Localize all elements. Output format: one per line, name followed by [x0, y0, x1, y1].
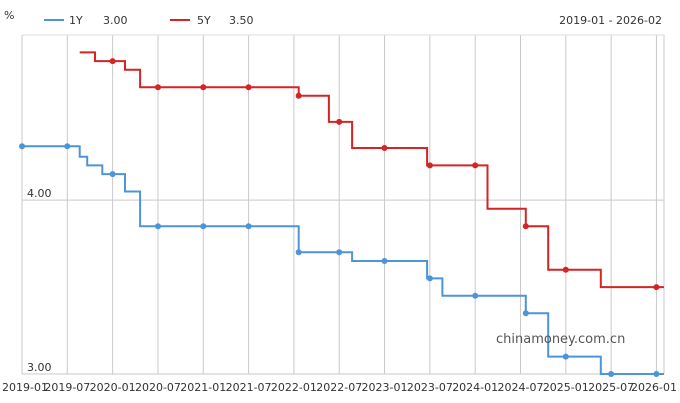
series-point-5y[interactable]: [200, 84, 207, 91]
series-point-5y[interactable]: [155, 84, 161, 91]
series-markers: [19, 58, 660, 377]
x-tick-label: 2022-01: [271, 381, 317, 394]
series-point-5y[interactable]: [653, 284, 660, 291]
x-tick-label: 2024-07: [498, 381, 544, 394]
x-tick-label: 2021-01: [180, 381, 226, 394]
series-lines: [22, 51, 664, 375]
legend-1y-name: 1Y: [69, 14, 83, 27]
series-line-5y: [79, 51, 664, 289]
x-tick-label: 2020-07: [135, 381, 181, 394]
legend-5y-name: 5Y: [197, 14, 211, 27]
series-point-1y[interactable]: [19, 143, 25, 150]
series-point-1y[interactable]: [155, 223, 161, 230]
x-tick-label: 2022-07: [316, 381, 362, 394]
series-point-5y[interactable]: [522, 223, 529, 230]
legend-1y-value: 3.00: [103, 14, 128, 27]
legend-5y-value: 3.50: [229, 14, 254, 27]
series-point-1y[interactable]: [109, 171, 116, 178]
series-point-5y[interactable]: [245, 84, 252, 91]
x-tick-label: 2023-01: [362, 381, 408, 394]
legend[interactable]: 1Y 3.00 5Y 3.50: [44, 14, 254, 27]
x-tick-label: 2024-01: [452, 381, 498, 394]
series-point-1y[interactable]: [295, 249, 302, 256]
series-point-1y[interactable]: [336, 249, 343, 256]
series-point-5y[interactable]: [562, 266, 569, 273]
series-point-1y[interactable]: [200, 223, 207, 230]
series-point-1y[interactable]: [426, 275, 433, 282]
series-point-1y[interactable]: [522, 310, 529, 317]
series-point-5y[interactable]: [336, 118, 343, 125]
x-tick-label: 2025-01: [543, 381, 589, 394]
series-point-1y[interactable]: [562, 353, 569, 360]
series-point-1y[interactable]: [245, 223, 252, 230]
series-point-1y[interactable]: [653, 371, 660, 377]
x-tick-label: 2025-07: [588, 381, 634, 394]
series-point-5y[interactable]: [472, 162, 479, 169]
series-point-1y[interactable]: [64, 143, 71, 150]
series-point-5y[interactable]: [295, 92, 302, 99]
series-point-5y[interactable]: [109, 58, 116, 65]
watermark: chinamoney.com.cn: [496, 332, 625, 347]
y-unit-label: %: [4, 9, 14, 22]
x-tick-label: 2026-01: [631, 381, 677, 394]
x-tick-label: 2020-01: [90, 381, 136, 394]
y-tick-label: 3.00: [27, 361, 52, 374]
y-tick-label: 4.00: [27, 187, 52, 200]
series-point-5y[interactable]: [426, 162, 433, 169]
series-point-1y[interactable]: [472, 292, 479, 299]
grid: [21, 34, 665, 375]
x-tick-label: 2021-07: [226, 381, 272, 394]
series-line-1y: [22, 145, 664, 375]
y-axis-labels: 3.00 4.00: [27, 187, 52, 374]
series-point-1y[interactable]: [608, 371, 615, 377]
x-tick-label: 2019-07: [44, 381, 90, 394]
series-point-5y[interactable]: [381, 145, 388, 151]
x-tick-label: 2019-01: [2, 381, 48, 394]
series-point-1y[interactable]: [381, 258, 388, 264]
x-tick-label: 2023-07: [407, 381, 453, 394]
date-range-label: 2019-01 - 2026-02: [559, 14, 662, 27]
